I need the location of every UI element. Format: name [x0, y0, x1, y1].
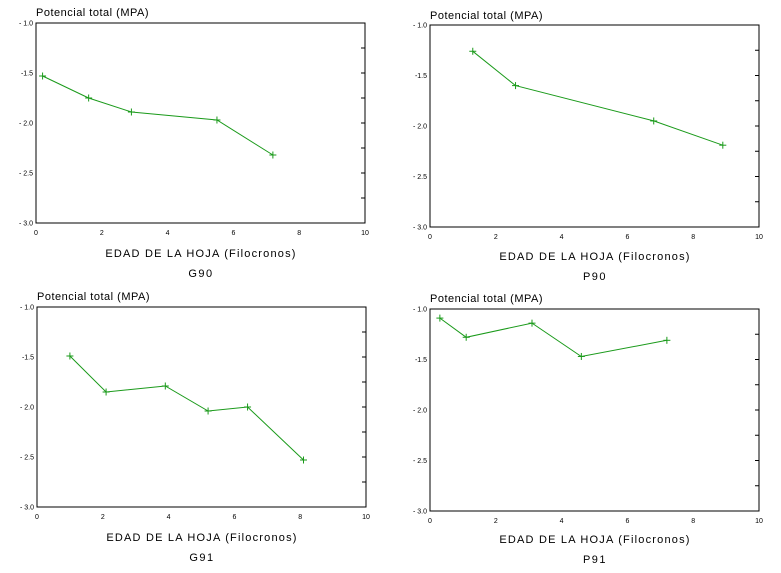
data-point-marker: [528, 319, 536, 327]
x-tick-label: 6: [625, 518, 629, 525]
x-axis-label: EDAD DE LA HOJA (Filocronos): [499, 534, 690, 546]
x-tick-label: 10: [362, 514, 370, 521]
y-tick-label: - 3.0: [413, 225, 427, 232]
chart-caption: P90: [583, 271, 607, 283]
x-tick-label: 4: [560, 518, 564, 525]
data-point-marker: [102, 388, 110, 396]
data-point-marker: [512, 82, 520, 90]
chart-panel-p90: Potencial total (MPA)- 1.0 -1.5 - 2.0 - 2.5…: [413, 10, 763, 283]
y-tick-label: -1.5: [22, 355, 34, 362]
data-point-marker: [436, 314, 444, 322]
data-point-marker: [469, 47, 477, 55]
y-tick-label: - 2.0: [19, 121, 33, 128]
data-point-marker: [269, 151, 277, 159]
x-tick-label: 8: [297, 230, 301, 237]
chart-panel-g91: Potencial total (MPA)- 1.0 -1.5 - 2.0 - 2.5…: [20, 291, 370, 564]
x-tick-label: 6: [625, 234, 629, 241]
y-axis-label: Potencial total (MPA): [37, 291, 150, 303]
x-tick-label: 8: [691, 234, 695, 241]
chart-panel-p91: Potencial total (MPA)- 1.0 -1.5 - 2.0 - 2.5…: [413, 293, 763, 566]
x-tick-label: 10: [755, 234, 763, 241]
y-tick-label: - 1.0: [413, 23, 427, 30]
x-axis-label: EDAD DE LA HOJA (Filocronos): [499, 251, 690, 263]
x-tick-label: 2: [101, 514, 105, 521]
x-tick-label: 0: [428, 234, 432, 241]
y-tick-label: - 2.5: [413, 458, 427, 465]
x-axis-label: EDAD DE LA HOJA (Filocronos): [106, 532, 297, 544]
data-point-marker: [244, 403, 252, 411]
y-tick-label: - 3.0: [19, 221, 33, 228]
y-tick-label: - 2.5: [19, 171, 33, 178]
x-tick-label: 4: [166, 230, 170, 237]
x-tick-label: 2: [100, 230, 104, 237]
x-tick-label: 0: [35, 514, 39, 521]
data-point-marker: [462, 333, 470, 341]
y-tick-label: - 2.5: [20, 455, 34, 462]
chart-panel-g90: Potencial total (MPA)- 1.0 -1.5 - 2.0 - 2.5…: [19, 7, 369, 280]
y-tick-label: - 3.0: [20, 505, 34, 512]
x-tick-label: 0: [428, 518, 432, 525]
y-tick-label: - 2.0: [413, 408, 427, 415]
data-point-marker: [663, 336, 671, 344]
chart-caption: G91: [189, 552, 214, 564]
y-axis-label: Potencial total (MPA): [36, 7, 149, 19]
y-axis-label: Potencial total (MPA): [430, 293, 543, 305]
y-axis-label: Potencial total (MPA): [430, 10, 543, 22]
x-tick-label: 0: [34, 230, 38, 237]
x-axis-label: EDAD DE LA HOJA (Filocronos): [105, 248, 296, 260]
series-line: [472, 50, 723, 146]
data-point-marker: [39, 72, 47, 80]
x-tick-label: 10: [755, 518, 763, 525]
y-tick-label: -1.5: [415, 357, 427, 364]
x-tick-label: 10: [361, 230, 369, 237]
data-point-marker: [577, 352, 585, 360]
y-tick-label: - 1.0: [20, 305, 34, 312]
plot-frame: [35, 22, 366, 224]
data-point-marker: [650, 117, 658, 125]
data-point-marker: [66, 352, 74, 360]
x-tick-label: 2: [494, 234, 498, 241]
x-tick-label: 8: [298, 514, 302, 521]
y-tick-label: - 3.0: [413, 509, 427, 516]
x-tick-label: 8: [691, 518, 695, 525]
x-tick-label: 2: [494, 518, 498, 525]
series-line: [439, 317, 667, 358]
y-tick-label: - 1.0: [413, 307, 427, 314]
data-point-marker: [85, 94, 93, 102]
chart-caption: P91: [583, 554, 607, 566]
x-tick-label: 6: [231, 230, 235, 237]
data-point-marker: [213, 116, 221, 124]
data-point-marker: [299, 456, 307, 464]
data-point-marker: [127, 108, 135, 116]
y-tick-label: - 2.0: [413, 124, 427, 131]
chart-caption: G90: [188, 268, 213, 280]
data-point-marker: [719, 141, 727, 149]
y-tick-label: -1.5: [415, 73, 427, 80]
x-tick-label: 6: [232, 514, 236, 521]
y-tick-label: - 2.5: [413, 174, 427, 181]
plot-frame: [429, 308, 760, 512]
y-tick-label: - 1.0: [19, 21, 33, 28]
series-line: [42, 75, 274, 156]
data-point-marker: [161, 382, 169, 390]
data-point-marker: [204, 407, 212, 415]
x-tick-label: 4: [167, 514, 171, 521]
y-tick-label: -1.5: [21, 71, 33, 78]
series-line: [69, 355, 304, 461]
x-tick-label: 4: [560, 234, 564, 241]
y-tick-label: - 2.0: [20, 405, 34, 412]
plot-frame: [429, 24, 760, 228]
